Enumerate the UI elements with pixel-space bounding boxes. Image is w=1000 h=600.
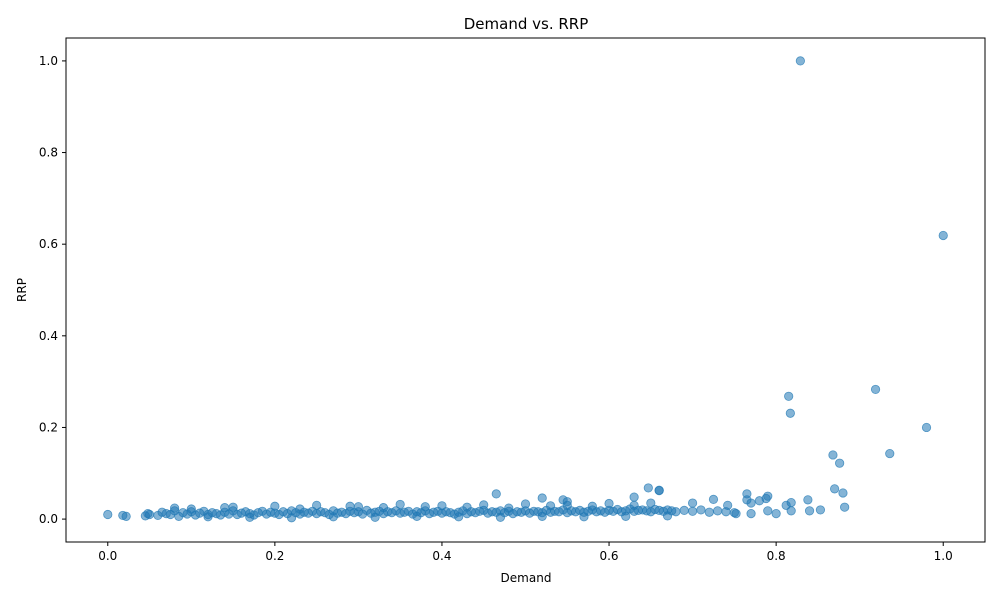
- data-point: [835, 458, 845, 468]
- data-point: [815, 505, 826, 515]
- data-point: [786, 506, 796, 516]
- data-point: [671, 507, 681, 517]
- data-point: [395, 499, 405, 510]
- data-point: [121, 511, 131, 521]
- data-point: [643, 483, 653, 493]
- x-tick-label: 0.6: [599, 549, 618, 563]
- data-point: [454, 512, 464, 522]
- data-point: [420, 502, 430, 512]
- data-point: [687, 498, 698, 508]
- data-point: [704, 507, 714, 517]
- data-point: [785, 408, 795, 418]
- data-point: [286, 513, 297, 523]
- data-point: [587, 501, 597, 511]
- data-point: [378, 503, 389, 513]
- data-point: [838, 488, 848, 498]
- data-point: [312, 500, 322, 510]
- data-point: [228, 502, 238, 512]
- data-point: [144, 509, 155, 520]
- data-point: [786, 497, 796, 508]
- y-axis-label: RRP: [15, 278, 29, 302]
- data-point: [495, 512, 506, 522]
- data-point: [662, 511, 673, 521]
- data-point: [437, 501, 447, 511]
- data-point: [654, 486, 664, 496]
- chart-title: Demand vs. RRP: [464, 15, 589, 33]
- data-point: [795, 56, 805, 66]
- data-point: [746, 508, 756, 519]
- data-point: [621, 511, 631, 521]
- data-point: [186, 504, 196, 514]
- data-point: [885, 448, 895, 459]
- data-point: [462, 502, 472, 512]
- x-tick-label: 0.4: [432, 549, 451, 563]
- y-tick-label: 0.6: [39, 237, 58, 251]
- data-point: [696, 505, 706, 515]
- data-point: [220, 503, 230, 513]
- data-point: [412, 511, 422, 521]
- data-point: [804, 506, 815, 516]
- data-point: [103, 509, 113, 520]
- x-tick-label: 1.0: [934, 549, 953, 563]
- y-tick-label: 0.2: [39, 420, 58, 434]
- data-point: [504, 503, 514, 513]
- data-point: [270, 501, 280, 511]
- data-point: [370, 512, 380, 522]
- y-tick-label: 1.0: [39, 54, 58, 68]
- y-axis-ticks: 0.0 0.2 0.4 0.6 0.8 1.0: [39, 54, 66, 526]
- data-point: [562, 497, 572, 507]
- data-point: [763, 506, 773, 516]
- data-point: [245, 512, 255, 522]
- data-point: [520, 499, 531, 509]
- y-tick-label: 0.0: [39, 512, 58, 526]
- data-point: [579, 512, 589, 522]
- data-point: [830, 484, 840, 494]
- data-point: [713, 506, 723, 516]
- data-point: [723, 500, 733, 510]
- y-tick-label: 0.8: [39, 146, 58, 160]
- data-point: [746, 498, 756, 508]
- data-points: [103, 56, 948, 523]
- data-point: [840, 502, 850, 512]
- data-point: [828, 450, 838, 460]
- data-point: [604, 498, 614, 509]
- data-point: [763, 491, 773, 501]
- data-point: [803, 495, 813, 505]
- data-point: [545, 501, 556, 511]
- data-point: [491, 489, 501, 499]
- x-tick-label: 0.0: [98, 549, 117, 563]
- data-point: [203, 512, 213, 522]
- data-point: [345, 501, 355, 511]
- data-point: [921, 422, 932, 433]
- data-point: [771, 508, 781, 519]
- data-point: [679, 505, 689, 515]
- data-point: [353, 502, 364, 512]
- data-point: [295, 504, 305, 514]
- data-point: [537, 511, 547, 521]
- data-point: [731, 508, 741, 519]
- data-point: [629, 500, 639, 510]
- plot-area: [65, 37, 986, 543]
- data-point: [170, 503, 180, 513]
- data-point: [537, 493, 547, 503]
- data-point: [646, 498, 656, 508]
- data-point: [938, 230, 948, 241]
- y-tick-label: 0.4: [39, 329, 58, 343]
- x-tick-label: 0.2: [265, 549, 284, 563]
- data-point: [479, 500, 489, 510]
- x-axis-ticks: 0.0 0.2 0.4 0.6 0.8 1.0: [98, 542, 953, 563]
- data-point: [708, 494, 719, 504]
- x-axis-label: Demand: [501, 571, 552, 585]
- x-tick-label: 0.8: [767, 549, 786, 563]
- data-point: [784, 391, 794, 401]
- data-point: [629, 492, 639, 502]
- data-point: [870, 384, 881, 395]
- data-point: [687, 506, 698, 516]
- data-point: [328, 512, 338, 522]
